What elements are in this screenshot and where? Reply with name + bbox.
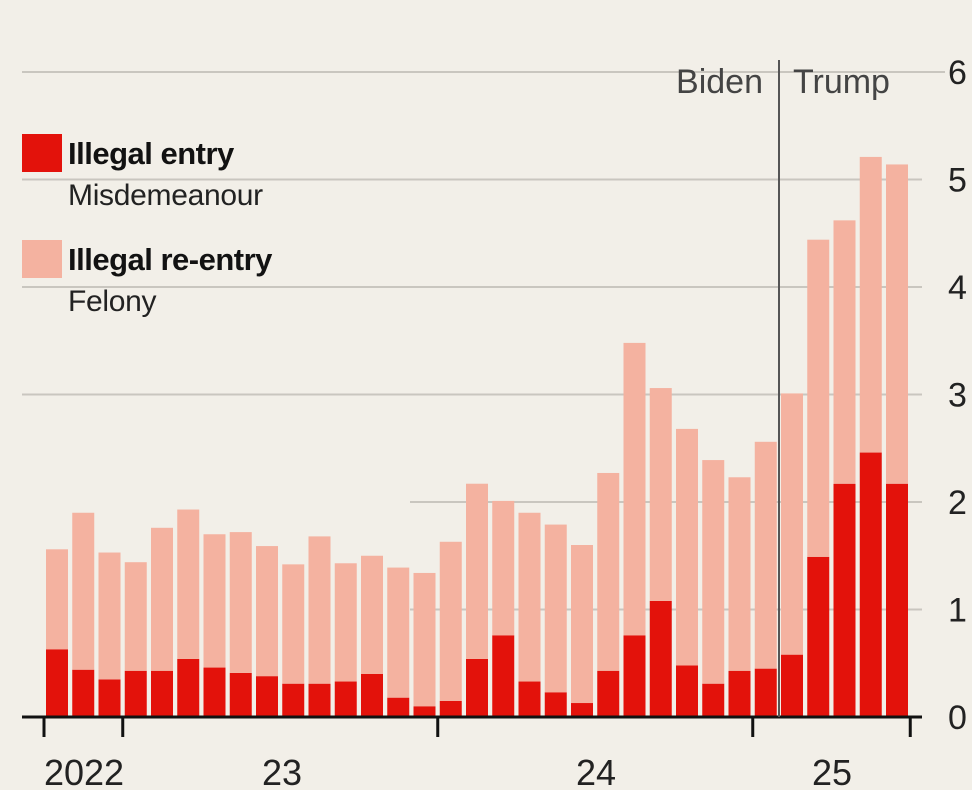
bar-illegal-entry-2024-06 (571, 703, 593, 717)
bar-illegal-reentry-2023-12 (413, 572, 436, 707)
bar-illegal-reentry-2025-06 (886, 164, 908, 484)
bar-illegal-entry-2023-03 (177, 658, 200, 717)
y-tick-label-2: 2 (948, 484, 967, 522)
x-tick-label-2022: 2022 (44, 752, 124, 790)
bar-illegal-entry-2024-12 (728, 670, 751, 717)
bar-illegal-entry-2022-12 (98, 679, 121, 717)
bar-illegal-reentry-2023-02 (151, 527, 173, 671)
legend-swatch-illegal-reentry (22, 240, 62, 278)
bar-illegal-entry-2023-01 (124, 670, 147, 717)
bar-illegal-reentry-2025-03 (807, 239, 830, 557)
bar-illegal-reentry-2022-10 (46, 549, 68, 650)
bar-illegal-entry-2023-08 (308, 683, 331, 717)
bar-illegal-reentry-2023-05 (229, 532, 252, 673)
bar-illegal-entry-2024-08 (623, 635, 646, 717)
bar-illegal-reentry-2024-10 (676, 428, 698, 666)
bar-illegal-reentry-2024-06 (571, 545, 593, 704)
y-tick-label-3: 3 (948, 377, 967, 415)
bar-illegal-reentry-2022-11 (72, 512, 95, 670)
legend-label-illegal-entry: Illegal entry (68, 136, 234, 171)
bar-illegal-entry-2023-07 (282, 683, 305, 717)
y-tick-label-5: 5 (948, 162, 967, 200)
bar-illegal-entry-2024-09 (649, 600, 672, 717)
bar-illegal-reentry-2024-08 (623, 342, 646, 636)
bar-illegal-entry-2025-03 (807, 556, 830, 717)
bar-illegal-reentry-2024-03 (492, 500, 515, 636)
bar-illegal-reentry-2023-03 (177, 509, 200, 659)
bar-illegal-reentry-2024-04 (518, 512, 541, 682)
bar-illegal-reentry-2023-08 (308, 536, 331, 684)
bar-illegal-reentry-2025-04 (833, 220, 856, 484)
legend-label-illegal-reentry: Illegal re-entry (68, 242, 272, 277)
bar-illegal-reentry-2025-01 (754, 441, 777, 669)
bar-illegal-reentry-2024-11 (702, 460, 725, 684)
bar-illegal-reentry-2023-04 (203, 534, 226, 668)
bar-illegal-entry-2024-05 (544, 692, 567, 717)
annotation-trump: Trump (793, 63, 890, 101)
y-tick-label-6: 6 (948, 54, 967, 92)
bar-illegal-reentry-2023-09 (334, 563, 357, 682)
bar-illegal-entry-2023-10 (361, 674, 383, 717)
bar-illegal-entry-2023-09 (334, 681, 357, 717)
bar-illegal-reentry-2022-12 (98, 552, 121, 680)
bar-illegal-entry-2024-03 (492, 635, 515, 717)
bar-illegal-entry-2025-06 (886, 483, 908, 717)
bar-illegal-entry-2024-07 (597, 670, 620, 717)
legend-sublabel-misdemeanour: Misdemeanour (68, 179, 263, 212)
bar-illegal-entry-2024-11 (702, 683, 725, 717)
legend-item-illegal-entry: Illegal entry (22, 132, 272, 176)
bar-illegal-reentry-2024-05 (544, 524, 567, 693)
bar-illegal-reentry-2025-05 (859, 156, 882, 453)
bar-illegal-reentry-2024-01 (439, 541, 462, 701)
bar-illegal-reentry-2023-01 (124, 562, 147, 671)
x-tick-label-23: 23 (262, 752, 302, 790)
y-tick-label-4: 4 (948, 269, 967, 307)
bar-illegal-entry-2024-10 (676, 665, 698, 717)
legend-item-illegal-reentry: Illegal re-entry (22, 238, 272, 282)
bar-illegal-entry-2023-12 (413, 706, 436, 717)
bar-illegal-entry-2023-02 (151, 670, 173, 717)
bar-illegal-entry-2023-11 (387, 697, 410, 717)
bar-illegal-entry-2024-04 (518, 681, 541, 717)
bar-illegal-reentry-2025-02 (781, 393, 803, 655)
bar-illegal-entry-2023-05 (229, 672, 252, 717)
bar-illegal-entry-2022-11 (72, 669, 95, 717)
annotation-biden: Biden (676, 63, 763, 101)
bar-illegal-reentry-2023-10 (361, 555, 383, 674)
x-tick-label-25: 25 (812, 752, 852, 790)
bar-illegal-entry-2023-04 (203, 667, 226, 717)
bar-illegal-reentry-2023-11 (387, 567, 410, 698)
legend-swatch-illegal-entry (22, 134, 62, 172)
bar-illegal-reentry-2024-09 (649, 388, 672, 601)
legend-sublabel-felony: Felony (68, 285, 157, 318)
bar-illegal-entry-2022-10 (46, 649, 68, 717)
bar-illegal-entry-2025-05 (859, 452, 882, 717)
x-tick-label-24: 24 (576, 752, 616, 790)
bar-illegal-reentry-2024-07 (597, 472, 620, 671)
bar-illegal-entry-2024-02 (466, 658, 488, 717)
legend: Illegal entry Misdemeanour Illegal re-en… (22, 132, 272, 322)
y-tick-label-1: 1 (948, 592, 967, 630)
bar-illegal-entry-2025-01 (754, 668, 777, 717)
bar-illegal-entry-2025-04 (833, 483, 856, 717)
y-tick-label-0: 0 (948, 699, 967, 737)
bar-illegal-entry-2025-02 (781, 654, 803, 717)
bar-illegal-reentry-2023-06 (256, 546, 278, 677)
bar-illegal-reentry-2024-12 (728, 477, 751, 671)
bar-illegal-reentry-2023-07 (282, 564, 305, 684)
bar-illegal-reentry-2024-02 (466, 483, 488, 659)
bar-illegal-entry-2023-06 (256, 676, 278, 717)
bar-illegal-entry-2024-01 (439, 700, 462, 717)
